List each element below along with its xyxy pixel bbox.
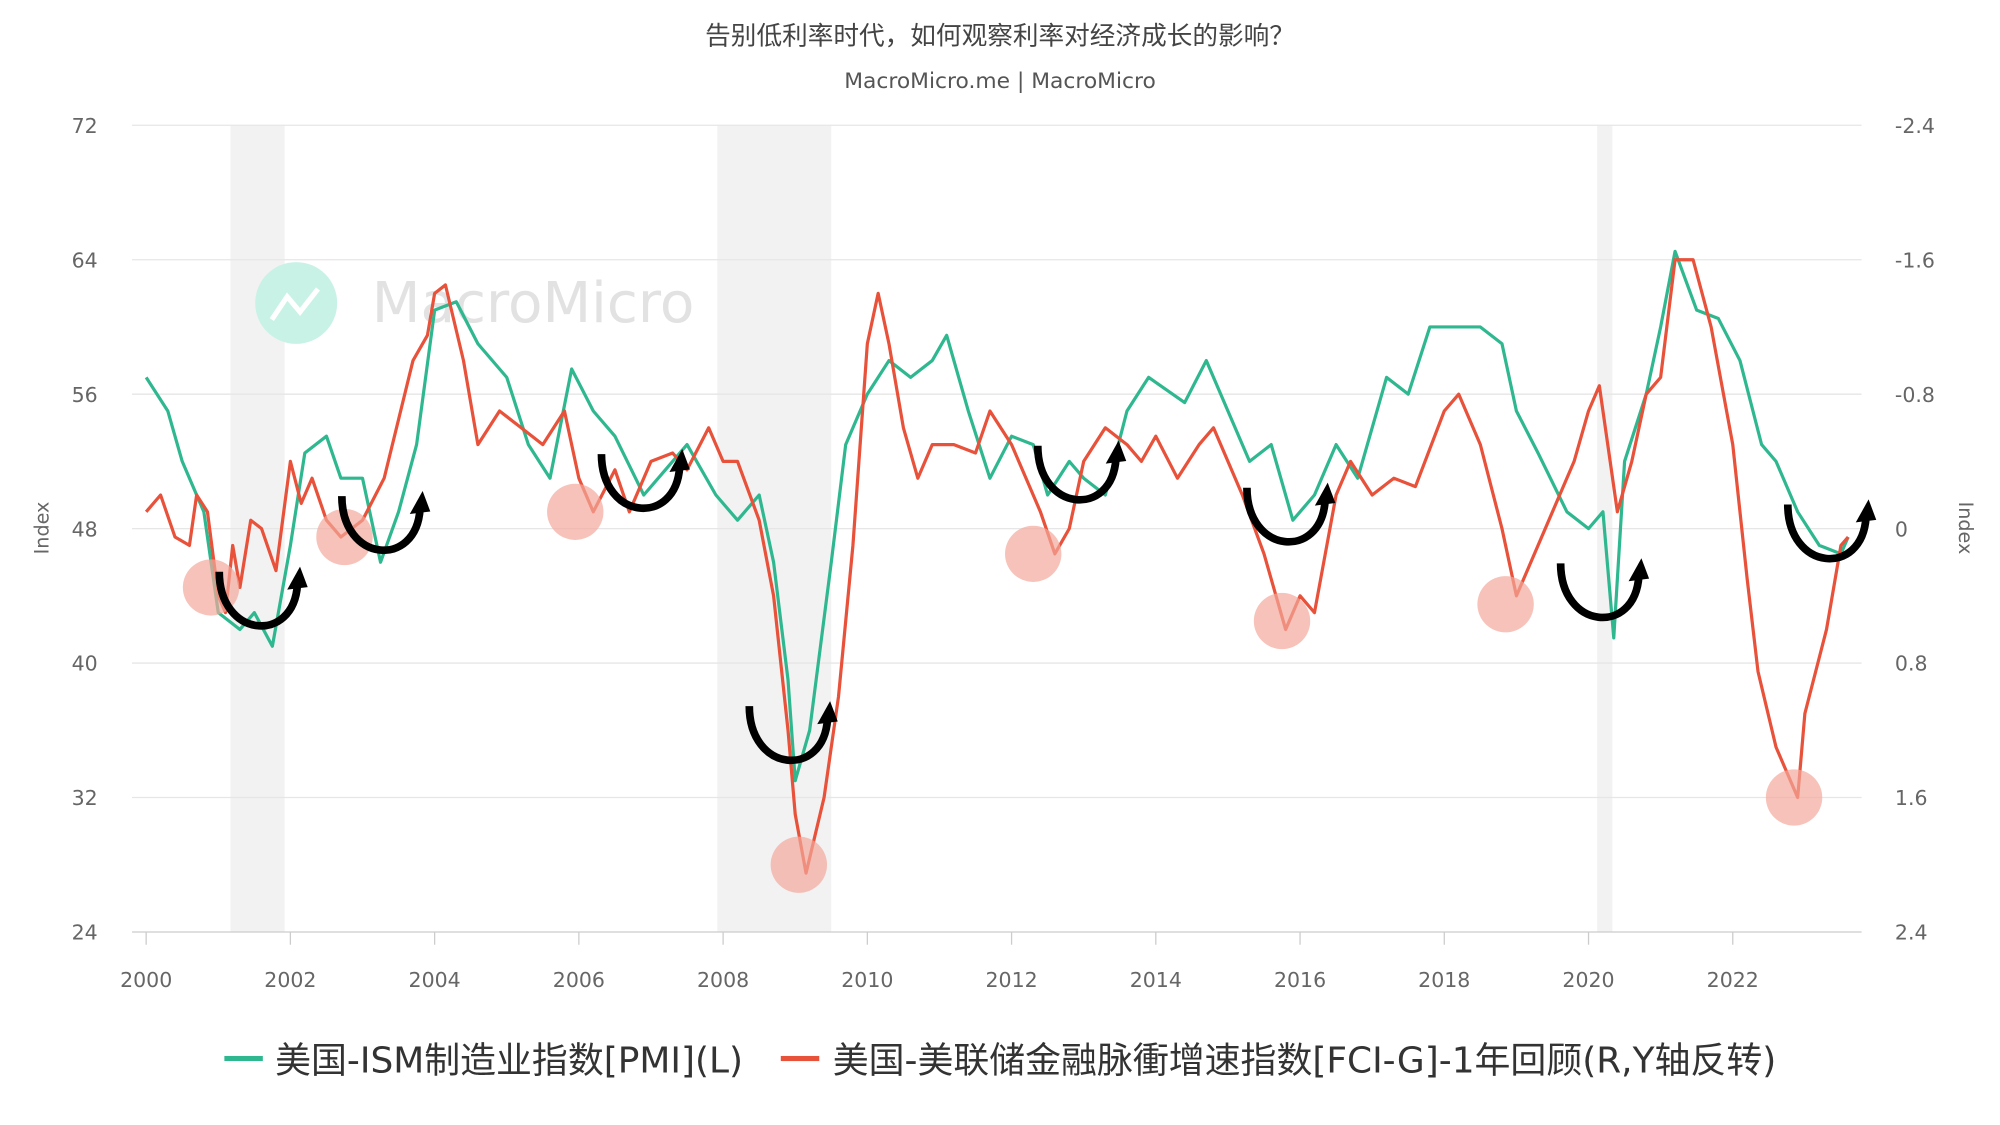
x-tick: 2006 bbox=[553, 968, 605, 992]
highlight-circle bbox=[1477, 576, 1534, 633]
chart-title: 告别低利率时代，如何观察利率对经济成长的影响？ bbox=[705, 20, 1295, 52]
y-tick-right: -2.4 bbox=[1895, 114, 1935, 138]
x-tick: 2004 bbox=[409, 968, 461, 992]
legend-swatch-pmi bbox=[223, 1055, 263, 1062]
y-tick-right: 2.4 bbox=[1895, 921, 1928, 945]
arrowhead-icon bbox=[287, 566, 308, 590]
arrowhead-icon bbox=[1628, 558, 1650, 582]
y-tick-right: 0 bbox=[1895, 517, 1908, 541]
x-tick: 2020 bbox=[1562, 968, 1614, 992]
highlight-circle bbox=[1005, 525, 1062, 582]
y-tick-right: 0.8 bbox=[1895, 652, 1928, 676]
y-axis-label-left: Index bbox=[31, 502, 54, 555]
rebound-arrow-icon bbox=[597, 454, 684, 513]
arrowhead-icon bbox=[1855, 499, 1877, 523]
arrowhead-icon bbox=[817, 701, 838, 725]
rebound-arrow-icon bbox=[1243, 487, 1329, 546]
arrowhead-icon bbox=[669, 448, 690, 472]
watermark-text: MacroMicro bbox=[372, 271, 695, 336]
x-tick: 2010 bbox=[841, 968, 893, 992]
y-tick-right: -0.8 bbox=[1895, 383, 1935, 407]
highlight-circle bbox=[1253, 592, 1311, 650]
rebound-arrow-icon bbox=[745, 706, 832, 765]
arrowhead-icon bbox=[1105, 440, 1127, 464]
rebound-arrow-icon bbox=[1033, 445, 1120, 504]
y-tick-left: 32 bbox=[72, 786, 98, 810]
x-tick: 2016 bbox=[1274, 968, 1326, 992]
rebound-arrow-icon bbox=[215, 571, 302, 630]
highlight-circle bbox=[547, 483, 604, 540]
legend: 美国-ISM制造业指数[PMI](L) 美国-美联储金融脉衝增速指数[FCI-G… bbox=[0, 1033, 2000, 1084]
x-tick: 2002 bbox=[264, 968, 316, 992]
highlight-circle bbox=[770, 836, 828, 893]
y-tick-left: 64 bbox=[72, 248, 98, 272]
legend-item-fci[interactable]: 美国-美联储金融脉衝增速指数[FCI-G]-1年回顾(R,Y轴反转) bbox=[781, 1033, 1776, 1084]
highlight-circle bbox=[316, 508, 373, 566]
x-tick: 2014 bbox=[1130, 968, 1182, 992]
rebound-arrow-icon bbox=[1783, 504, 1870, 563]
x-tick: 2012 bbox=[985, 968, 1037, 992]
y-tick-left: 48 bbox=[72, 517, 98, 541]
watermark-logo-icon bbox=[269, 287, 320, 322]
rebound-arrow-icon bbox=[1556, 563, 1643, 622]
y-tick-left: 72 bbox=[72, 114, 98, 138]
x-tick: 2000 bbox=[120, 968, 172, 992]
legend-item-pmi[interactable]: 美国-ISM制造业指数[PMI](L) bbox=[223, 1033, 743, 1084]
y-tick-left: 56 bbox=[72, 383, 98, 407]
y-tick-right: -1.6 bbox=[1895, 248, 1935, 272]
arrowhead-icon bbox=[1314, 482, 1336, 506]
legend-label-fci: 美国-美联储金融脉衝增速指数[FCI-G]-1年回顾(R,Y轴反转) bbox=[832, 1039, 1777, 1082]
legend-label-pmi: 美国-ISM制造业指数[PMI](L) bbox=[275, 1039, 743, 1082]
watermark-logo-icon bbox=[255, 262, 338, 344]
y-axis-label-right: Index bbox=[1954, 502, 1977, 555]
y-tick-left: 40 bbox=[72, 652, 98, 676]
x-tick: 2008 bbox=[697, 968, 749, 992]
chart-subtitle: MacroMicro.me | MacroMicro bbox=[844, 69, 1156, 95]
highlight-circle bbox=[1765, 769, 1823, 826]
x-tick: 2022 bbox=[1707, 968, 1759, 992]
rebound-arrow-icon bbox=[337, 496, 424, 555]
x-tick: 2018 bbox=[1418, 968, 1470, 992]
arrowhead-icon bbox=[409, 490, 431, 515]
y-tick-left: 24 bbox=[72, 921, 98, 945]
y-tick-right: 1.6 bbox=[1895, 786, 1928, 810]
legend-swatch-fci bbox=[781, 1055, 820, 1062]
series-line-fci bbox=[144, 258, 1850, 875]
